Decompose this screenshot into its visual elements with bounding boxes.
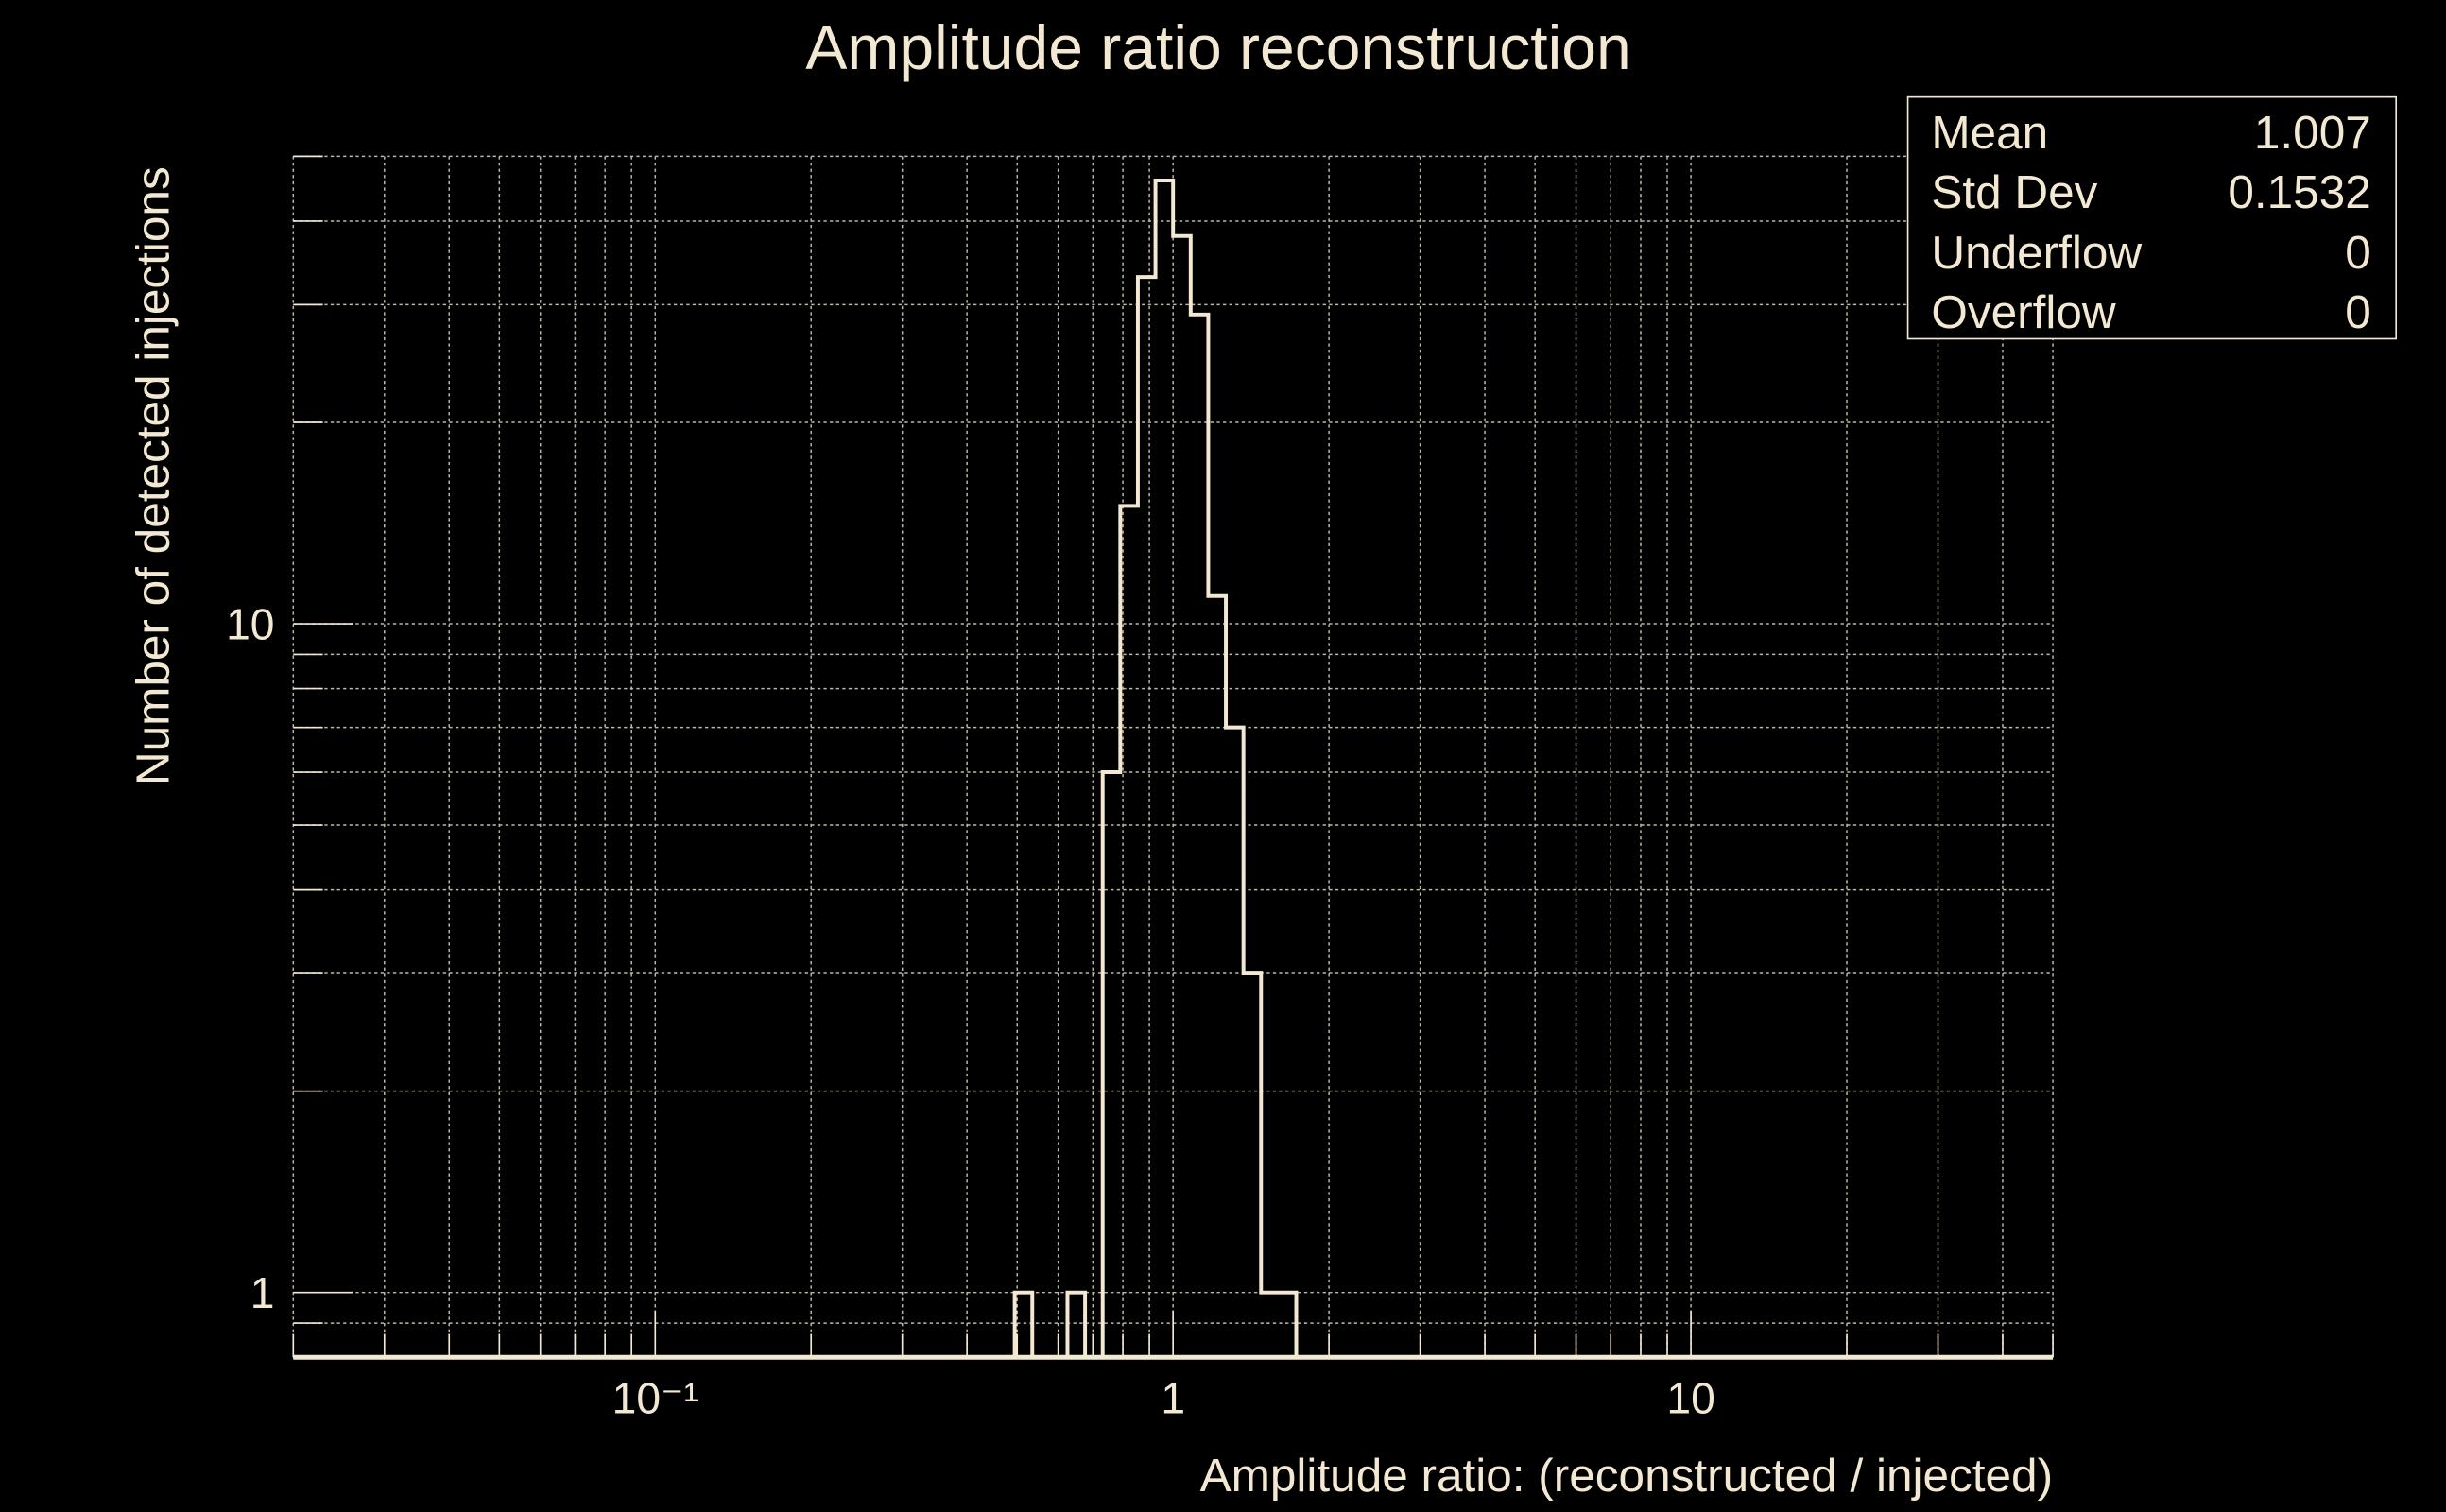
stats-value-mean: 1.007: [2254, 107, 2371, 159]
chart-title: Amplitude ratio reconstruction: [805, 12, 1630, 82]
stats-value-overflow: 0: [2345, 286, 2371, 338]
histogram-bin: [1173, 236, 1191, 1358]
histogram-bin: [1244, 973, 1262, 1357]
x-axis-label: Amplitude ratio: (reconstructed / inject…: [1200, 1450, 2053, 1502]
x-tick-label: 10⁻¹: [612, 1374, 698, 1423]
histogram-bin: [1120, 506, 1138, 1357]
histogram-bin: [1226, 728, 1244, 1358]
histogram-bin: [1208, 596, 1226, 1358]
histogram-bin: [1279, 1293, 1297, 1358]
x-tick-labels: 10⁻¹ 1 10: [612, 1374, 1715, 1423]
y-tick-labels: 1 10: [226, 600, 274, 1318]
histogram-bin: [1191, 315, 1209, 1357]
stats-label-mean: Mean: [1931, 107, 2048, 159]
y-tick-label: 10: [226, 600, 274, 649]
histogram-bin: [1015, 1293, 1033, 1358]
stats-label-underflow: Underflow: [1931, 227, 2142, 279]
stats-value-underflow: 0: [2345, 227, 2371, 279]
stats-value-stddev: 0.1532: [2228, 166, 2370, 218]
histogram-bin: [1138, 277, 1156, 1357]
y-tick-label: 1: [250, 1268, 275, 1317]
x-tick-label: 10: [1666, 1374, 1714, 1423]
histogram-bin: [1103, 772, 1121, 1357]
histogram-bin: [1261, 1293, 1279, 1358]
x-tick-label: 1: [1161, 1374, 1185, 1423]
stats-box: Mean 1.007 Std Dev 0.1532 Underflow 0 Ov…: [1906, 95, 2398, 340]
grid: [292, 155, 2054, 1359]
y-axis-label: Number of detected injections: [127, 166, 179, 785]
histogram-bin: [1067, 1293, 1085, 1358]
axis-ticks: [292, 155, 2054, 1359]
stats-box-frame: [1906, 95, 2398, 340]
histogram-bins: [1015, 180, 1297, 1357]
histogram-bin: [1156, 180, 1174, 1357]
stats-label-overflow: Overflow: [1931, 286, 2116, 338]
stats-label-stddev: Std Dev: [1931, 166, 2097, 218]
